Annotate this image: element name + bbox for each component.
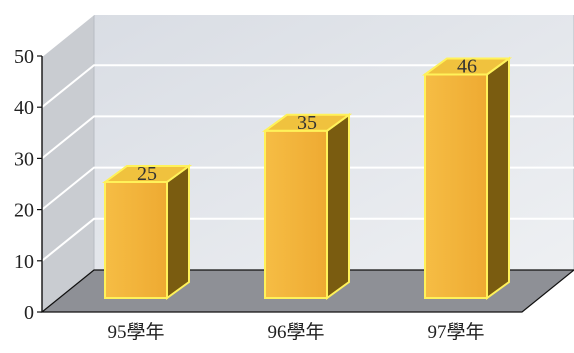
x-axis: 95學年 96學年 97學年	[107, 321, 484, 343]
x-tick-label: 97學年	[427, 321, 484, 343]
bar-side	[486, 56, 510, 300]
bar	[264, 129, 328, 299]
y-tick-label: 50	[14, 46, 34, 68]
y-tick-label: 30	[14, 148, 34, 170]
data-label: 25	[137, 163, 157, 185]
bar-top	[421, 57, 513, 76]
bar-side	[166, 164, 190, 300]
y-tick-label: 20	[14, 200, 34, 222]
bar	[104, 181, 168, 299]
bar-side	[326, 112, 350, 300]
chart-gridlines	[41, 13, 574, 262]
gridline	[41, 13, 574, 57]
gridline	[41, 217, 574, 262]
y-axis: 0 10 20 30 40 50	[14, 46, 43, 324]
gridline	[41, 64, 574, 108]
bar-group: 25	[101, 163, 193, 300]
y-tick-label: 10	[14, 251, 34, 273]
bar-top	[261, 113, 353, 132]
data-label: 46	[457, 55, 477, 77]
side-wall	[41, 12, 95, 314]
gridline	[41, 115, 574, 160]
bar-group: 35	[261, 112, 353, 300]
x-tick-label: 95學年	[107, 321, 164, 343]
data-label: 35	[297, 112, 317, 134]
y-tick-label: 40	[14, 97, 34, 119]
bars: 25 35 46	[101, 55, 513, 300]
bar-top	[101, 165, 193, 183]
x-tick-label: 96學年	[267, 321, 324, 343]
bar-group: 46	[421, 55, 513, 300]
gridline	[41, 166, 574, 211]
y-tick-label: 0	[24, 302, 34, 324]
bar	[424, 73, 488, 300]
